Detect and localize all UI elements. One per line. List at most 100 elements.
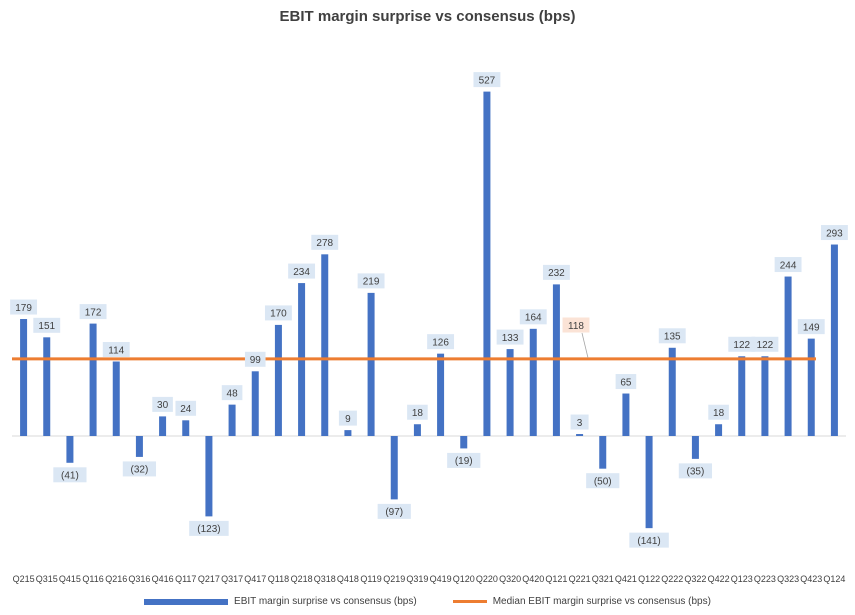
x-tick-Q416: Q416 bbox=[152, 574, 174, 584]
data-label-Q316-bg bbox=[122, 461, 157, 477]
bar-Q322[interactable] bbox=[691, 436, 699, 459]
bar-Q420[interactable] bbox=[529, 328, 537, 436]
data-label-Q215-bg bbox=[10, 299, 38, 315]
chart-title: EBIT margin surprise vs consensus (bps) bbox=[279, 8, 576, 25]
legend-swatch-bar bbox=[144, 598, 229, 605]
bar-Q123[interactable] bbox=[738, 356, 746, 436]
data-label-Q116-bg bbox=[79, 304, 107, 320]
bar-Q320[interactable] bbox=[506, 349, 514, 436]
bar-Q221[interactable] bbox=[576, 434, 584, 436]
data-label-Q422: 18 bbox=[713, 408, 725, 419]
bar-Q116[interactable] bbox=[89, 323, 97, 436]
data-label-Q219: (97) bbox=[385, 507, 403, 518]
bar-Q323[interactable] bbox=[784, 276, 792, 436]
data-label-Q120: (19) bbox=[455, 456, 473, 467]
x-tick-Q220: Q220 bbox=[476, 574, 498, 584]
bar-Q122[interactable] bbox=[645, 436, 653, 529]
data-label-Q323: 244 bbox=[780, 260, 797, 271]
x-tick-Q218: Q218 bbox=[291, 574, 313, 584]
chart-legend: EBIT margin surprise vs consensus (bps) … bbox=[0, 596, 855, 607]
data-label-Q320: 133 bbox=[502, 333, 519, 344]
legend-item-median[interactable]: Median EBIT margin surprise vs consensus… bbox=[452, 596, 711, 607]
data-label-Q320-bg bbox=[496, 329, 524, 345]
data-label-Q216-bg bbox=[102, 342, 130, 358]
data-label-Q419-bg bbox=[427, 334, 455, 350]
data-label-Q118: 170 bbox=[270, 309, 287, 320]
bar-Q419[interactable] bbox=[437, 353, 445, 436]
data-label-Q418-bg bbox=[338, 410, 357, 426]
x-tick-Q215: Q215 bbox=[13, 574, 35, 584]
bar-Q423[interactable] bbox=[807, 338, 815, 436]
data-label-Q222: 135 bbox=[664, 332, 681, 343]
data-label-Q322-bg bbox=[678, 463, 713, 479]
bar-Q315[interactable] bbox=[43, 337, 51, 436]
data-label-Q221: 3 bbox=[577, 418, 583, 429]
x-tick-Q420: Q420 bbox=[522, 574, 544, 584]
bar-Q319[interactable] bbox=[413, 424, 421, 436]
data-label-Q323-bg bbox=[774, 257, 802, 273]
x-tick-Q421: Q421 bbox=[615, 574, 637, 584]
data-label-Q124: 293 bbox=[826, 228, 843, 239]
data-label-Q220-bg bbox=[473, 72, 501, 88]
bar-Q117[interactable] bbox=[182, 420, 190, 436]
bar-Q415[interactable] bbox=[66, 436, 74, 463]
data-label-Q116: 172 bbox=[85, 307, 102, 318]
data-label-Q421: 65 bbox=[620, 377, 632, 388]
bar-Q223[interactable] bbox=[761, 356, 769, 436]
bar-Q317[interactable] bbox=[228, 404, 236, 436]
bar-Q216[interactable] bbox=[112, 361, 120, 436]
bar-Q220[interactable] bbox=[483, 91, 491, 436]
data-label-Q417: 99 bbox=[250, 355, 262, 366]
x-tick-Q121: Q121 bbox=[545, 574, 567, 584]
data-label-Q317: 48 bbox=[227, 388, 239, 399]
legend-label-median: Median EBIT margin surprise vs consensus… bbox=[492, 596, 711, 607]
bar-Q215[interactable] bbox=[20, 319, 28, 436]
x-tick-Q317: Q317 bbox=[221, 574, 243, 584]
legend-label-ebit: EBIT margin surprise vs consensus (bps) bbox=[234, 596, 417, 607]
bar-Q219[interactable] bbox=[390, 436, 398, 500]
bar-Q316[interactable] bbox=[135, 436, 143, 457]
data-label-Q417-bg bbox=[244, 351, 266, 367]
bar-Q417[interactable] bbox=[251, 371, 259, 436]
bar-Q124[interactable] bbox=[830, 244, 838, 436]
bar-Q421[interactable] bbox=[622, 393, 630, 436]
legend-item-ebit[interactable]: EBIT margin surprise vs consensus (bps) bbox=[144, 596, 417, 607]
x-tick-Q118: Q118 bbox=[268, 574, 289, 584]
x-tick-Q119: Q119 bbox=[360, 574, 381, 584]
x-tick-Q323: Q323 bbox=[777, 574, 799, 584]
bar-Q318[interactable] bbox=[321, 254, 329, 436]
data-label-Q219-bg bbox=[377, 503, 411, 519]
bar-Q418[interactable] bbox=[344, 430, 352, 436]
data-label-Q318-bg bbox=[311, 234, 339, 250]
data-label-Q422-bg bbox=[708, 404, 729, 420]
bar-Q416[interactable] bbox=[159, 416, 167, 436]
data-label-Q423: 149 bbox=[803, 322, 820, 333]
median-data-label-bg bbox=[562, 317, 590, 333]
data-label-Q220: 527 bbox=[479, 75, 496, 86]
data-label-Q319-bg bbox=[407, 404, 428, 420]
data-label-Q123: 122 bbox=[733, 340, 750, 351]
x-tick-Q423: Q423 bbox=[800, 574, 822, 584]
x-tick-Q222: Q222 bbox=[661, 574, 683, 584]
bar-Q321[interactable] bbox=[599, 436, 607, 469]
data-label-Q217: (123) bbox=[197, 524, 220, 535]
x-tick-Q120: Q120 bbox=[453, 574, 475, 584]
data-label-Q419: 126 bbox=[432, 337, 449, 348]
bar-Q422[interactable] bbox=[715, 424, 723, 436]
x-tick-Q319: Q319 bbox=[406, 574, 428, 584]
data-label-Q315: 151 bbox=[38, 321, 55, 332]
x-tick-Q219: Q219 bbox=[383, 574, 405, 584]
bar-Q222[interactable] bbox=[668, 347, 676, 436]
data-label-Q421-bg bbox=[615, 374, 637, 390]
x-tick-Q422: Q422 bbox=[708, 574, 730, 584]
x-tick-Q418: Q418 bbox=[337, 574, 359, 584]
x-tick-Q122: Q122 bbox=[638, 574, 660, 584]
bar-Q118[interactable] bbox=[274, 324, 282, 436]
data-label-Q121-bg bbox=[542, 264, 570, 280]
bar-Q119[interactable] bbox=[367, 292, 375, 436]
data-label-Q423-bg bbox=[797, 319, 825, 335]
bar-Q217[interactable] bbox=[205, 436, 213, 517]
data-label-Q319: 18 bbox=[412, 408, 424, 419]
bar-Q120[interactable] bbox=[460, 436, 468, 449]
